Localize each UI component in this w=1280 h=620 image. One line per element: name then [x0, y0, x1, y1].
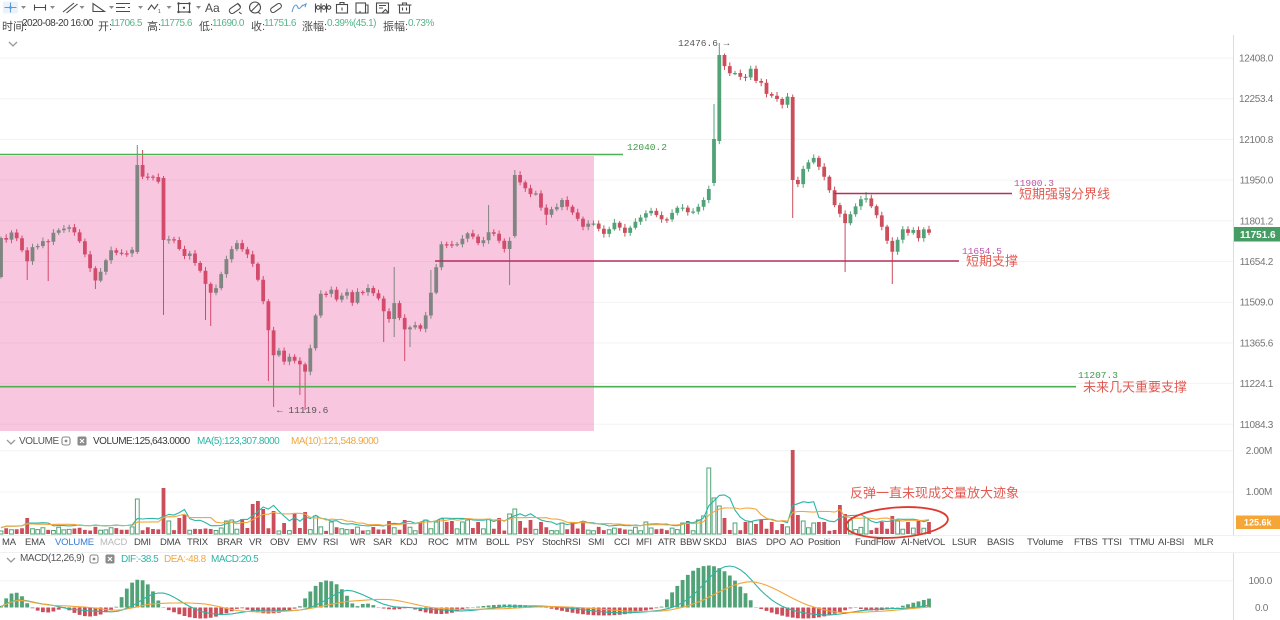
svg-text:12040.2: 12040.2 — [627, 142, 667, 153]
svg-text:短期强弱分界线: 短期强弱分界线 — [1019, 187, 1110, 202]
svg-text:11207.3: 11207.3 — [1078, 370, 1118, 381]
svg-text:100.0: 100.0 — [1248, 576, 1272, 587]
svg-text:1: 1 — [158, 9, 161, 15]
svg-text:11365.6: 11365.6 — [1240, 338, 1274, 349]
svg-text:1.00M: 1.00M — [1246, 487, 1272, 498]
svg-text:反弹一直未现成交量放大迹象: 反弹一直未现成交量放大迹象 — [850, 486, 1019, 501]
svg-text:11084.3: 11084.3 — [1240, 420, 1274, 431]
svg-text:← 11119.6: ← 11119.6 — [277, 405, 329, 416]
svg-text:11950.0: 11950.0 — [1240, 176, 1274, 187]
svg-text:未来几天重要支撑: 未来几天重要支撑 — [1083, 380, 1187, 395]
svg-text:125.6k: 125.6k — [1244, 518, 1273, 528]
svg-text:11654.5: 11654.5 — [962, 246, 1002, 257]
svg-text:0.0: 0.0 — [1255, 603, 1269, 614]
svg-text:12253.4: 12253.4 — [1239, 94, 1274, 105]
svg-text:11654.2: 11654.2 — [1240, 257, 1274, 268]
svg-text:11900.3: 11900.3 — [1014, 178, 1054, 189]
svg-text:11224.1: 11224.1 — [1240, 379, 1274, 390]
svg-text:短期支撑: 短期支撑 — [966, 254, 1018, 269]
svg-text:12476.6 →: 12476.6 → — [678, 38, 730, 49]
svg-text:2.00M: 2.00M — [1246, 446, 1272, 457]
svg-text:Aa: Aa — [205, 1, 220, 15]
svg-text:12408.0: 12408.0 — [1239, 54, 1274, 65]
svg-text:11751.6: 11751.6 — [1240, 230, 1276, 241]
svg-text:12100.8: 12100.8 — [1239, 135, 1274, 146]
svg-text:11509.0: 11509.0 — [1240, 298, 1274, 309]
svg-text:11801.2: 11801.2 — [1240, 216, 1274, 227]
